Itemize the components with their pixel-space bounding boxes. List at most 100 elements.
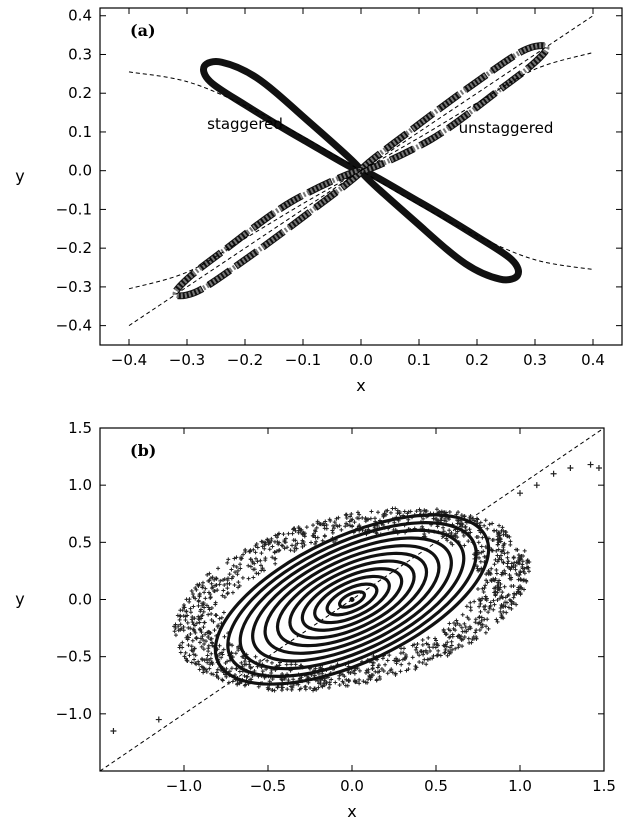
scatter-point — [472, 518, 477, 523]
scatter-point — [336, 515, 341, 520]
scatter-point — [356, 516, 361, 521]
scatter-point — [209, 618, 214, 623]
x-tick-label: 0.4 — [581, 351, 605, 369]
scatter-point — [339, 527, 344, 532]
scatter-point — [187, 597, 192, 602]
scatter-point — [194, 621, 199, 626]
scatter-point — [206, 635, 211, 640]
scatter-point — [288, 548, 293, 553]
scatter-point — [221, 577, 226, 582]
scatter-point — [381, 522, 386, 527]
scatter-point — [522, 587, 527, 592]
scatter-point — [508, 539, 513, 544]
scatter-point — [226, 557, 231, 562]
scatter-point — [293, 662, 298, 667]
scatter-point — [241, 552, 246, 557]
scatter-point — [219, 615, 224, 620]
scatter-point — [190, 649, 195, 654]
scatter-point — [263, 556, 268, 561]
scatter-point — [246, 576, 251, 581]
scatter-point — [447, 517, 452, 522]
scatter-point — [515, 547, 520, 552]
scatter-point — [207, 571, 212, 576]
scatter-point — [203, 586, 208, 591]
scatter-point — [248, 666, 253, 671]
scatter-point — [397, 509, 402, 514]
y-tick-label: 0.0 — [68, 591, 92, 609]
scatter-point — [191, 604, 196, 609]
scatter-point — [298, 686, 303, 691]
scatter-point — [203, 596, 208, 601]
outlier-point — [533, 482, 540, 489]
scatter-point — [390, 670, 395, 675]
scatter-point — [206, 629, 211, 634]
scatter-point — [192, 616, 197, 621]
chart-panel-a: staggered unstaggered −0.4 −0.3 −0.2 −0.1 0.0 0… — [15, 7, 623, 395]
scatter-point — [491, 577, 496, 582]
scatter-point — [483, 607, 488, 612]
scatter-point — [225, 659, 230, 664]
y-tick-label: −1.0 — [56, 705, 92, 723]
scatter-point — [446, 649, 451, 654]
scatter-point — [217, 582, 222, 587]
scatter-point — [434, 507, 439, 512]
scatter-point — [477, 555, 482, 560]
scatter-point — [516, 590, 521, 595]
scatter-point — [190, 591, 195, 596]
y-tick-label: 0.4 — [68, 7, 92, 25]
scatter-point — [197, 582, 202, 587]
scatter-point — [512, 592, 517, 597]
scatter-point — [272, 539, 277, 544]
scatter-point — [393, 672, 398, 677]
scatter-point — [476, 535, 481, 540]
scatter-point — [251, 547, 256, 552]
scatter-point — [455, 529, 460, 534]
scatter-point — [383, 662, 388, 667]
scatter-point — [349, 518, 354, 523]
scatter-point — [366, 677, 371, 682]
scatter-point — [262, 540, 267, 545]
scatter-point — [269, 671, 274, 676]
scatter-point — [237, 669, 242, 674]
scatter-point — [192, 646, 197, 651]
scatter-point — [205, 660, 210, 665]
scatter-point — [478, 622, 483, 627]
scatter-point — [486, 610, 491, 615]
scatter-point — [465, 615, 470, 620]
scatter-point — [202, 666, 207, 671]
scatter-point — [357, 668, 362, 673]
scatter-point — [462, 621, 467, 626]
scatter-point — [387, 653, 392, 658]
scatter-point — [357, 677, 362, 682]
scatter-point — [493, 585, 498, 590]
scatter-point — [202, 642, 207, 647]
scatter-point — [302, 534, 307, 539]
scatter-point — [478, 609, 483, 614]
scatter-point — [479, 615, 484, 620]
scatter-point — [433, 645, 438, 650]
scatter-point — [392, 658, 397, 663]
scatter-point — [216, 623, 221, 628]
scatter-point — [267, 540, 272, 545]
scatter-point — [438, 653, 443, 658]
scatter-point — [478, 559, 483, 564]
scatter-point — [469, 640, 474, 645]
scatter-point — [433, 636, 438, 641]
scatter-point — [525, 565, 530, 570]
scatter-point — [234, 666, 239, 671]
scatter-point — [485, 580, 490, 585]
x-tick-label: 0.0 — [349, 351, 373, 369]
scatter-point — [446, 627, 451, 632]
scatter-point — [450, 647, 455, 652]
scatter-point — [399, 662, 404, 667]
scatter-point — [369, 672, 374, 677]
scatter-point — [324, 679, 329, 684]
scatter-point — [290, 531, 295, 536]
scatter-point — [303, 687, 308, 692]
scatter-point — [267, 547, 272, 552]
scatter-point — [275, 685, 280, 690]
scatter-point — [185, 620, 190, 625]
scatter-point — [501, 610, 506, 615]
scatter-point — [293, 528, 298, 533]
scatter-point — [211, 672, 216, 677]
